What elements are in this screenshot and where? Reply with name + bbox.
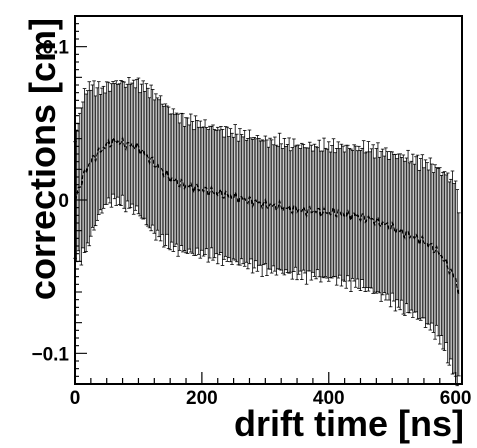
x-axis-title: drift time [ns] bbox=[234, 403, 464, 444]
x-axis-tick-labels: 0 200 400 600 bbox=[70, 388, 472, 409]
x-tick-label: 200 bbox=[186, 388, 218, 409]
y-tick-label: −0.1 bbox=[31, 344, 69, 365]
error-bars bbox=[73, 77, 461, 387]
series-line bbox=[74, 135, 460, 295]
x-axis-ticks bbox=[74, 372, 457, 384]
y-axis-title: corrections [cm] bbox=[22, 18, 63, 300]
y-tick-label: 0 bbox=[58, 191, 69, 212]
y-tick-label: 0.1 bbox=[43, 38, 70, 59]
y-axis-ticks bbox=[75, 15, 87, 385]
x-tick-label: 0 bbox=[70, 388, 81, 409]
y-axis-tick-labels: 0.1 0 −0.1 bbox=[31, 38, 69, 366]
x-tick-label: 600 bbox=[440, 388, 472, 409]
x-tick-label: 400 bbox=[313, 388, 345, 409]
series-group bbox=[74, 135, 460, 295]
